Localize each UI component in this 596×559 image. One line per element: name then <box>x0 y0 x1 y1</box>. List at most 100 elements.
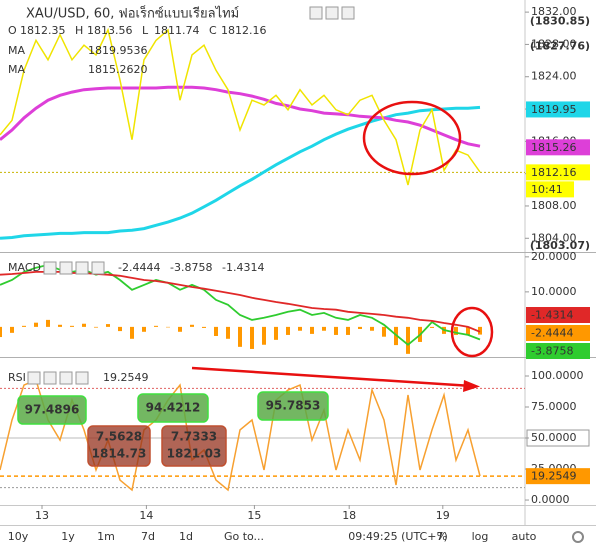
legend-icon <box>75 261 89 275</box>
value-tag: 19.2549 <box>531 470 577 483</box>
histogram-bar <box>118 326 122 332</box>
y-tick-label: 1808.00 <box>531 199 577 212</box>
range-button[interactable]: Go to... <box>224 530 264 543</box>
legend-icon <box>91 261 105 275</box>
range-button[interactable]: 1m <box>97 530 115 543</box>
histogram-bar <box>274 326 278 340</box>
legend-icon <box>341 6 355 20</box>
histogram-bar <box>130 326 134 339</box>
price-tag: 1819.95 <box>531 103 577 116</box>
histogram-bar <box>178 326 182 332</box>
legend-value: -1.4314 <box>222 261 264 274</box>
x-tick-label: 13 <box>35 509 49 522</box>
price-tag-bg <box>526 101 590 118</box>
highlight-ellipse <box>362 100 462 176</box>
histogram-bar <box>34 322 38 327</box>
histogram-bar <box>430 326 434 328</box>
histogram-bar <box>22 325 26 327</box>
price-tag: 1815.26 <box>531 141 577 154</box>
histogram-bar <box>478 326 482 335</box>
tick-box <box>526 429 590 447</box>
histogram-bar <box>82 323 86 327</box>
histogram-bar <box>58 324 62 327</box>
clock: 09:49:25 (UTC+7) <box>348 530 448 543</box>
legend-value: -3.8758 <box>170 261 212 274</box>
legend-icon <box>43 261 57 275</box>
y-tick-label: 100.0000 <box>531 369 584 382</box>
ohlc-value: 1811.74 <box>154 24 200 37</box>
ohlc-label: L <box>142 24 149 37</box>
histogram-bar <box>262 326 266 345</box>
histogram-bar <box>10 326 14 333</box>
range-marker: (1830.85) <box>530 14 590 27</box>
legend-value: -2.4444 <box>118 261 160 274</box>
histogram-bar <box>70 325 74 327</box>
legend-icon <box>309 6 323 20</box>
legend-value: 19.2549 <box>103 371 149 384</box>
value-tag-bg <box>526 343 590 359</box>
histogram-bar <box>358 326 362 329</box>
value-tag: -2.4444 <box>531 327 573 340</box>
annotation-box <box>257 391 329 421</box>
annotation-text: 1821.03 <box>167 447 222 461</box>
histogram-bar <box>142 326 146 332</box>
histogram-bar <box>466 326 470 335</box>
histogram-bar <box>238 326 242 347</box>
histogram-bar <box>310 326 314 334</box>
histogram-bar <box>226 326 230 339</box>
legend-icon <box>59 371 73 385</box>
x-tick-label: 15 <box>247 509 261 522</box>
divergence-arrow <box>191 366 473 388</box>
annotation-text: 1814.73 <box>92 447 147 461</box>
annotation-text: 7.5628 <box>96 430 142 444</box>
settings-icon[interactable] <box>572 531 584 543</box>
series-line <box>0 85 481 148</box>
y-tick-label: 1832.00 <box>531 5 577 18</box>
annotation-text: 97.4896 <box>25 403 80 417</box>
range-button[interactable]: 7d <box>141 530 155 543</box>
x-tick-label: 19 <box>436 509 450 522</box>
option-button[interactable]: % <box>437 530 447 543</box>
histogram-bar <box>454 326 458 335</box>
annotation-text: 94.4212 <box>146 401 201 415</box>
histogram-bar <box>370 326 374 331</box>
option-button[interactable]: log <box>472 530 489 543</box>
range-button[interactable]: 10y <box>8 530 29 543</box>
legend-value: 1815.2620 <box>88 63 148 76</box>
y-tick-label: 1828.00 <box>531 37 577 50</box>
histogram-bar <box>322 326 326 331</box>
annotation-box <box>17 395 87 425</box>
histogram-bar <box>94 326 98 328</box>
price-tag-bg <box>526 139 590 156</box>
ohlc-value: 1812.16 <box>221 24 267 37</box>
pane-title: RSI <box>8 371 26 384</box>
y-tick-label: 1824.00 <box>531 70 577 83</box>
histogram-bar <box>298 326 302 331</box>
countdown-bg <box>526 181 574 198</box>
series-line <box>0 105 481 240</box>
value-tag-bg <box>526 325 590 341</box>
range-button[interactable]: 1y <box>61 530 75 543</box>
pane-title: MACD <box>8 261 41 274</box>
histogram-bar <box>406 326 410 354</box>
ohlc-label: H <box>75 24 83 37</box>
ohlc-value: 1813.56 <box>87 24 133 37</box>
ohlc-label: C <box>209 24 217 37</box>
option-button[interactable]: auto <box>512 530 537 543</box>
range-button[interactable]: 1d <box>179 530 193 543</box>
histogram-bar <box>190 324 194 327</box>
value-tag-bg <box>526 307 590 323</box>
y-tick-label: 75.0000 <box>531 400 577 413</box>
price-tag-bg <box>526 164 590 181</box>
histogram-bar <box>334 326 338 335</box>
chart-title: XAU/USD, 60, ฟอเร็กซ์แบบเรียลไทม์ <box>26 4 239 22</box>
annotation-text: 7.7333 <box>171 430 217 444</box>
price-tag: 1812.16 <box>531 166 577 179</box>
legend-value: 1819.9536 <box>88 44 148 57</box>
value-tag-bg <box>526 468 590 485</box>
range-marker: (1803.07) <box>530 239 590 252</box>
annotation-box <box>87 425 151 467</box>
histogram-bar <box>346 326 350 335</box>
